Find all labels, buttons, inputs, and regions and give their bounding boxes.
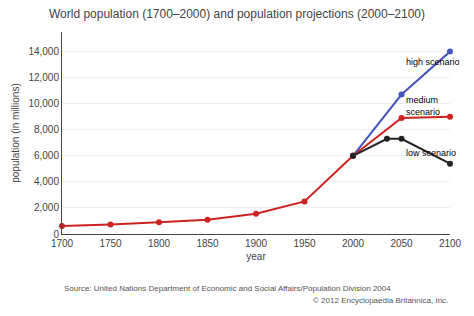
svg-text:World population (1700–2000) a: World population (1700–2000) and populat… xyxy=(49,7,425,21)
svg-text:1850: 1850 xyxy=(196,238,219,249)
svg-text:0: 0 xyxy=(53,229,59,240)
svg-text:1700: 1700 xyxy=(51,238,74,249)
svg-text:8,000: 8,000 xyxy=(34,124,59,135)
svg-text:1900: 1900 xyxy=(245,238,268,249)
svg-text:population (in millions): population (in millions) xyxy=(10,83,21,183)
svg-text:2100: 2100 xyxy=(439,238,462,249)
svg-text:1950: 1950 xyxy=(293,238,316,249)
svg-text:Source: United Nations Departm: Source: United Nations Department of Eco… xyxy=(64,284,391,293)
svg-text:mediumscenario: mediumscenario xyxy=(406,95,440,117)
svg-text:2000: 2000 xyxy=(342,238,365,249)
svg-text:2,000: 2,000 xyxy=(34,202,59,213)
svg-text:6,000: 6,000 xyxy=(34,150,59,161)
svg-text:12,000: 12,000 xyxy=(28,72,59,83)
svg-text:4,000: 4,000 xyxy=(34,176,59,187)
svg-text:1800: 1800 xyxy=(148,238,171,249)
svg-text:high scenario: high scenario xyxy=(406,57,460,67)
svg-text:2050: 2050 xyxy=(390,238,413,249)
svg-text:10,000: 10,000 xyxy=(28,98,59,109)
svg-text:© 2012 Encyclopaedia Britannic: © 2012 Encyclopaedia Britannica, Inc. xyxy=(313,296,448,305)
svg-text:year: year xyxy=(246,251,266,262)
svg-text:low scenario: low scenario xyxy=(406,148,456,158)
svg-text:1750: 1750 xyxy=(99,238,122,249)
svg-text:14,000: 14,000 xyxy=(28,46,59,57)
